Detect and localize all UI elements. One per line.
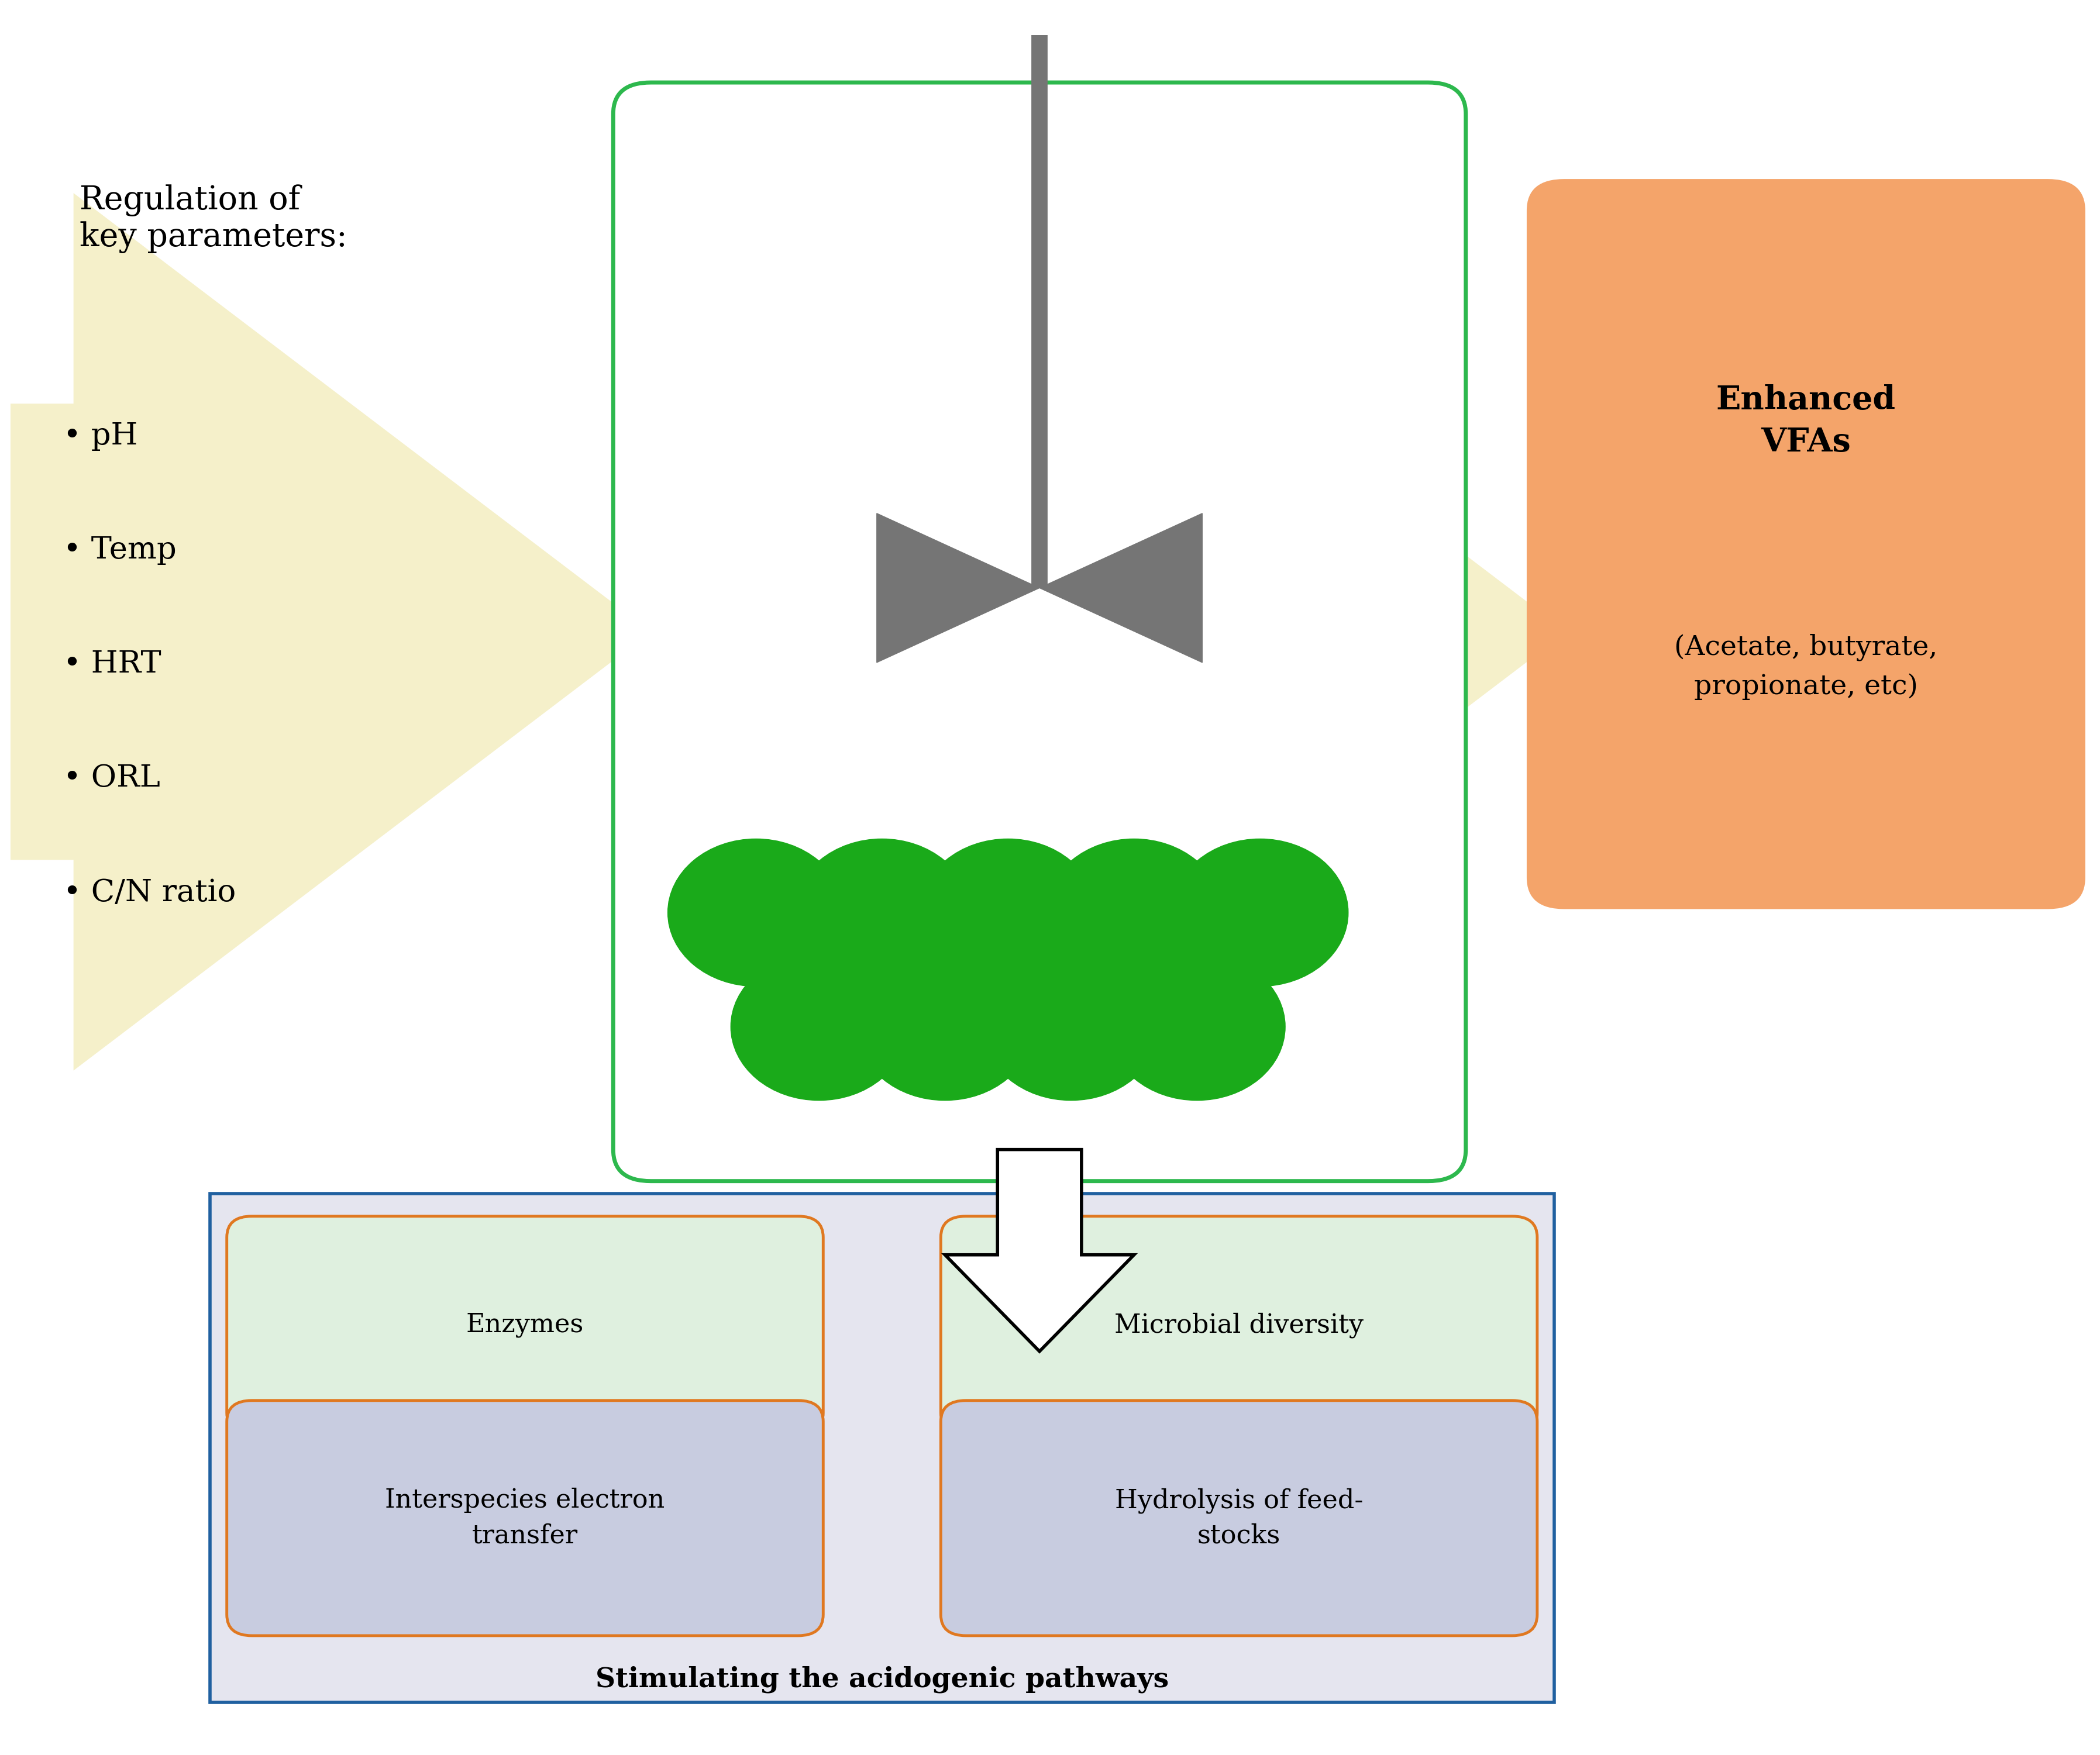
Circle shape bbox=[794, 839, 970, 986]
Circle shape bbox=[1172, 839, 1348, 986]
Text: (Acetate, butyrate,
propionate, etc): (Acetate, butyrate, propionate, etc) bbox=[1674, 634, 1938, 700]
Polygon shape bbox=[945, 1150, 1134, 1351]
FancyBboxPatch shape bbox=[941, 1216, 1537, 1434]
Text: • pH: • pH bbox=[63, 421, 137, 451]
Text: Stimulating the acidogenic pathways: Stimulating the acidogenic pathways bbox=[594, 1665, 1170, 1694]
Polygon shape bbox=[878, 512, 1040, 662]
FancyBboxPatch shape bbox=[210, 1193, 1554, 1702]
Text: Enhanced
VFAs: Enhanced VFAs bbox=[1716, 384, 1896, 458]
Circle shape bbox=[668, 839, 844, 986]
Circle shape bbox=[920, 839, 1096, 986]
Circle shape bbox=[1109, 953, 1285, 1100]
Text: • ORL: • ORL bbox=[63, 763, 160, 793]
FancyBboxPatch shape bbox=[227, 1216, 823, 1434]
Text: Microbial diversity: Microbial diversity bbox=[1115, 1313, 1363, 1337]
Text: • HRT: • HRT bbox=[63, 649, 162, 679]
FancyBboxPatch shape bbox=[1527, 179, 2085, 909]
Circle shape bbox=[731, 953, 907, 1100]
Polygon shape bbox=[10, 193, 651, 1071]
Polygon shape bbox=[1040, 512, 1201, 662]
Text: • C/N ratio: • C/N ratio bbox=[63, 877, 235, 907]
Text: Enzymes: Enzymes bbox=[466, 1313, 584, 1337]
Text: Interspecies electron
transfer: Interspecies electron transfer bbox=[384, 1488, 666, 1548]
Circle shape bbox=[857, 953, 1033, 1100]
Text: Regulation of
key parameters:: Regulation of key parameters: bbox=[80, 184, 349, 253]
FancyBboxPatch shape bbox=[613, 82, 1466, 1181]
Circle shape bbox=[983, 953, 1159, 1100]
Text: Hydrolysis of feed-
stocks: Hydrolysis of feed- stocks bbox=[1115, 1488, 1363, 1548]
FancyBboxPatch shape bbox=[227, 1400, 823, 1636]
Circle shape bbox=[1046, 839, 1222, 986]
Polygon shape bbox=[1352, 469, 1567, 793]
Text: • Temp: • Temp bbox=[63, 535, 176, 565]
FancyBboxPatch shape bbox=[941, 1400, 1537, 1636]
